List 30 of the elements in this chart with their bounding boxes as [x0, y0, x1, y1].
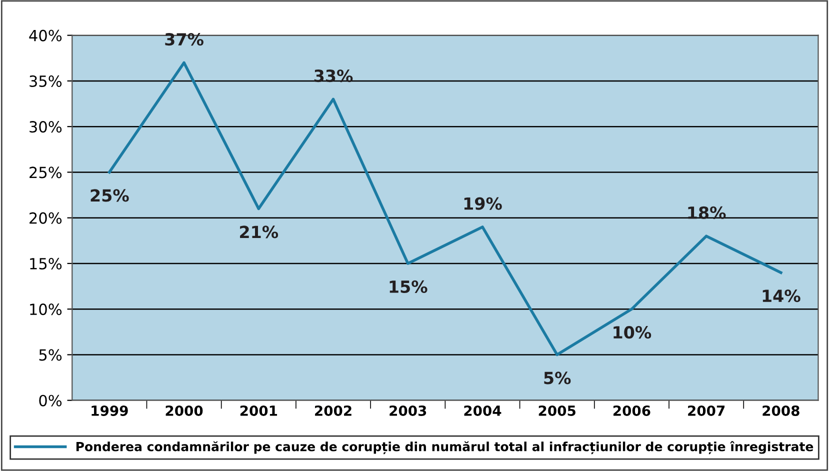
x-tick-label: 2004: [464, 405, 502, 416]
x-tick-label: 2006: [613, 405, 650, 416]
x-tick-label: 2003: [390, 405, 426, 416]
data-label: 37%: [165, 32, 204, 46]
y-tick-label: 40%: [29, 30, 62, 42]
data-label: 33%: [314, 69, 353, 82]
x-tick-label: 2005: [538, 405, 576, 416]
x-tick-label: 2001: [240, 405, 278, 416]
data-label: 10%: [614, 326, 652, 339]
data-label: 5%: [544, 372, 571, 384]
data-label: 14%: [762, 290, 800, 302]
y-tick-label: 10%: [30, 304, 62, 316]
data-label: 25%: [90, 189, 129, 202]
x-tick-label: 2007: [688, 405, 725, 416]
y-tick-label: 0%: [39, 394, 62, 406]
x-tick-label: 2002: [315, 405, 352, 416]
data-label: 15%: [390, 280, 428, 294]
y-tick-label: 25%: [30, 166, 62, 178]
data-label: 21%: [240, 226, 278, 238]
y-tick-label: 30%: [30, 121, 62, 133]
legend-label: Ponderea condamnărilor pe cauze de corupție din numărul total al infracțiunilor de corupție înregistrate: [76, 441, 814, 454]
data-label: 18%: [688, 206, 726, 219]
x-tick-label: 2000: [166, 405, 203, 416]
y-tick-label: 5%: [39, 349, 62, 361]
data-label: 19%: [464, 197, 502, 210]
x-tick-label: 2008: [762, 405, 800, 416]
y-tick-label: 15%: [30, 258, 62, 270]
y-tick-label: 20%: [30, 212, 62, 224]
x-tick-label: 1999: [92, 405, 128, 416]
y-tick-label: 35%: [30, 75, 62, 87]
